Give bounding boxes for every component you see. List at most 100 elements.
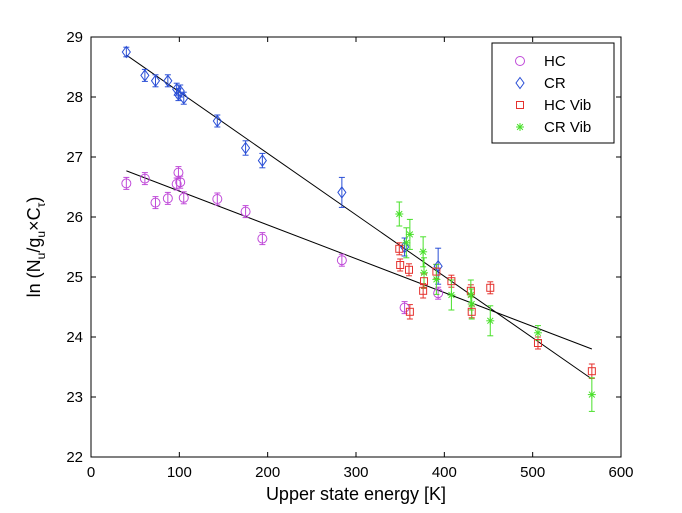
x-tick-label: 400: [432, 464, 457, 481]
data-point-hc: [399, 302, 410, 313]
y-tick-labels: 22 23 24 25 26 27 28 29: [66, 29, 83, 466]
data-point-cr: [433, 259, 443, 273]
x-tick-label: 300: [343, 464, 368, 481]
data-point-hc-vib: [447, 277, 456, 286]
data-point-cr-vib-stroke: [448, 291, 455, 299]
y-tick-label: 29: [66, 29, 83, 46]
data-point-cr: [121, 45, 131, 59]
legend-box: [491, 42, 615, 144]
y-tick-label: 25: [66, 269, 83, 286]
data-point-cr-vib: [447, 291, 456, 299]
data-point-hc-vib: [486, 283, 495, 292]
legend: HC CR HC Vib CR Vib: [491, 42, 615, 144]
data-point-hc: [178, 192, 189, 203]
y-tick-label: 26: [66, 209, 83, 226]
legend-label-cr-vib: CR Vib: [544, 119, 591, 136]
y-label-part: /g: [24, 238, 44, 253]
y-tick-label: 24: [66, 329, 83, 346]
data-point-cr-vib-stroke: [419, 248, 427, 256]
y-tick-label: 23: [66, 389, 83, 406]
y-label-part: ×C: [24, 207, 44, 231]
fit-line: [126, 54, 593, 380]
data-point-cr-vib-stroke: [468, 300, 475, 308]
data-point-cr-vib: [467, 300, 476, 308]
data-point-hc: [121, 178, 132, 189]
y-tick-label: 22: [66, 449, 83, 466]
x-tick-label: 600: [608, 464, 633, 481]
data-point-hc-vib: [405, 265, 413, 274]
data-point-hc: [433, 288, 444, 299]
y-label-sub: u: [34, 253, 48, 260]
data-point-cr-vib-stroke: [433, 276, 440, 283]
data-point-hc-vib: [533, 339, 542, 347]
data-point-cr-vib-stroke: [406, 231, 414, 238]
x-tick-label: 0: [87, 464, 95, 481]
data-point-hc: [173, 167, 184, 178]
data-point-cr-vib-stroke: [534, 329, 542, 337]
legend-marker-cr-vib-stroke: [516, 123, 524, 131]
y-label-sub: τ: [34, 202, 48, 207]
data-point-cr: [163, 74, 173, 88]
data-point-cr-vib: [587, 390, 596, 399]
data-point-cr: [337, 186, 347, 199]
error-bar-hc-vib: [420, 283, 427, 299]
data-point-cr-vib-stroke: [420, 269, 428, 277]
data-point-cr: [179, 91, 189, 105]
y-label-sub: u: [34, 231, 48, 238]
data-point-hc-vib: [405, 307, 414, 316]
data-point-cr-vib: [486, 316, 495, 325]
data-point-cr-vib-stroke: [487, 317, 494, 325]
data-point-hc: [336, 255, 347, 266]
fit-line: [126, 170, 593, 350]
data-point-cr-vib-stroke: [467, 291, 475, 299]
x-tick-labels: 0 100 200 300 400 500 600: [87, 464, 634, 481]
legend-label-cr: CR: [544, 75, 566, 92]
fit-lines: [126, 54, 593, 380]
data-point-hc-vib: [395, 244, 404, 253]
data-point-cr-vib: [533, 328, 542, 337]
legend-marker-hc: [515, 56, 525, 66]
data-point-cr-vib: [420, 268, 429, 277]
data-point-cr-vib: [395, 210, 404, 218]
data-point-cr-vib: [405, 230, 414, 239]
y-tick-label: 28: [66, 89, 83, 106]
data-point-hc: [240, 206, 251, 217]
legend-label-hc-vib: HC Vib: [544, 97, 591, 114]
data-point-cr-vib: [432, 275, 441, 284]
data-point-cr: [150, 74, 161, 88]
data-point-cr-vib-stroke: [588, 391, 596, 398]
data-point-cr: [140, 69, 150, 82]
data-point-hc-vib: [396, 261, 405, 269]
data-point-cr-vib: [419, 247, 428, 256]
x-tick-label: 100: [167, 464, 192, 481]
data-point-hc-vib: [587, 367, 596, 376]
data-point-hc: [150, 197, 161, 208]
legend-label-hc: HC: [544, 53, 566, 70]
error-bar-cr: [338, 176, 345, 208]
data-point-cr: [173, 88, 184, 101]
data-point-hc-vib: [420, 277, 429, 286]
data-point-cr: [240, 141, 251, 155]
data-point-cr-vib: [466, 291, 475, 299]
data-point-cr: [212, 114, 222, 128]
data-point-hc: [139, 173, 150, 184]
data-point-cr-vib-stroke: [396, 210, 403, 218]
data-point-hc-vib: [419, 286, 428, 295]
legend-marker-hc-vib: [516, 101, 524, 109]
y-label-part: ln (N: [24, 259, 44, 297]
legend-marker-cr-vib: [516, 123, 524, 131]
data-point-cr: [175, 84, 185, 98]
data-point-hc: [212, 194, 223, 204]
y-axis-label: ln (Nu/gu×Cτ): [24, 197, 48, 298]
data-point-hc-vib: [432, 267, 441, 276]
data-point-cr-vib-stroke: [403, 239, 410, 247]
data-markers: [121, 45, 596, 399]
x-axis-label: Upper state energy [K]: [266, 484, 446, 504]
x-tick-label: 500: [520, 464, 545, 481]
axis-ticks: [90, 36, 622, 458]
data-point-cr-vib: [402, 238, 411, 247]
data-point-hc: [257, 233, 268, 244]
y-label-part: ): [24, 197, 44, 203]
legend-marker-cr: [515, 76, 525, 90]
